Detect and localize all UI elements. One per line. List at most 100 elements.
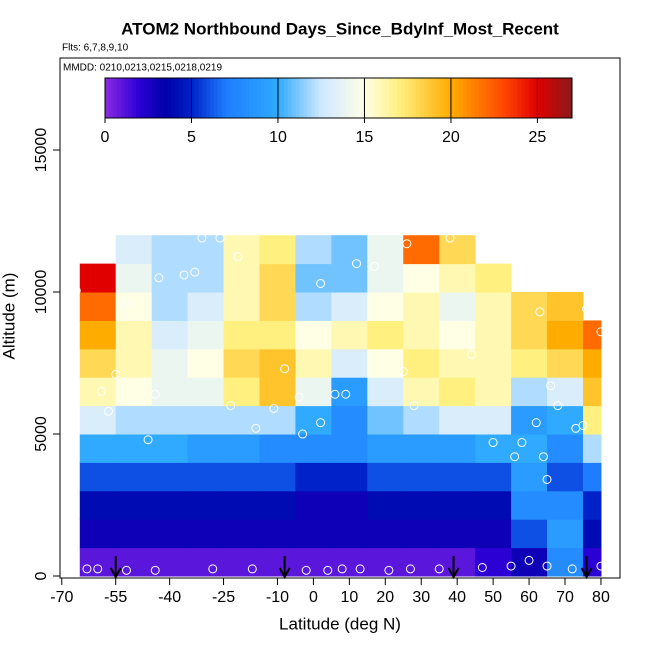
colorbar-swatch (315, 78, 320, 118)
x-tick-label: 50 (484, 589, 502, 606)
colorbar-swatch (451, 78, 456, 118)
colorbar-swatch (420, 78, 425, 118)
sample-point (467, 349, 477, 359)
x-tick-label: -55 (104, 589, 127, 606)
heat-cell (547, 547, 584, 577)
heat-cell (259, 462, 296, 492)
y-tick-label: 0 (33, 571, 50, 580)
colorbar-swatch (213, 78, 219, 118)
heat-cell (547, 348, 584, 378)
colorbar: 0 5 10 15 20 25 (101, 77, 573, 146)
heat-cell (187, 348, 225, 378)
colorbar-swatch (474, 78, 480, 118)
arrow-head (447, 567, 460, 580)
colorbar-tick-label: 5 (187, 129, 196, 146)
heat-cell (295, 519, 332, 549)
colorbar-swatch (431, 78, 437, 118)
heat-cell (511, 348, 548, 378)
colorbar-swatch (206, 78, 211, 118)
sample-point (398, 367, 408, 377)
colorbar-swatch (439, 78, 445, 118)
heat-cell (367, 292, 404, 321)
sample-point (445, 233, 455, 243)
heat-cell (331, 462, 368, 492)
colorbar-swatch (264, 78, 269, 118)
sample-point (567, 564, 577, 574)
sample-point (233, 252, 243, 262)
heat-cell (79, 348, 117, 378)
colorbar-swatch (568, 78, 573, 118)
sample-point (269, 403, 279, 413)
colorbar-swatch (482, 78, 487, 118)
colorbar-swatch (389, 78, 394, 118)
heat-cell (295, 235, 332, 265)
sample-point (542, 561, 552, 571)
profile-arrow (580, 556, 593, 580)
sample-point (154, 273, 164, 283)
heat-cell (295, 547, 332, 577)
heat-cell (331, 519, 368, 549)
colorbar-swatch (346, 78, 351, 118)
colorbar-swatch (342, 78, 347, 118)
heat-cell (259, 235, 296, 265)
heat-cell (511, 292, 548, 321)
heat-cell (79, 434, 117, 463)
x-tick-label: 60 (520, 589, 538, 606)
heat-cell (259, 490, 296, 520)
heat-cell (331, 547, 368, 577)
colorbar-swatch (248, 78, 254, 118)
colorbar-swatch (272, 78, 277, 118)
colorbar-swatch (369, 78, 375, 118)
colorbar-swatch (268, 78, 273, 118)
colorbar-swatch (151, 78, 157, 118)
heat-cell (259, 434, 296, 463)
heat-cell (187, 405, 225, 435)
colorbar-swatch (178, 78, 184, 118)
colorbar-swatch (334, 78, 339, 118)
heat-cell (439, 405, 476, 435)
colorbar-swatch (120, 78, 125, 118)
colorbar-swatch (400, 78, 406, 118)
x-tick-label: 0 (309, 589, 318, 606)
sample-point (355, 564, 365, 574)
heat-cell (511, 490, 548, 520)
heat-cell (475, 519, 512, 549)
heat-cell (403, 348, 440, 378)
colorbar-swatch (501, 78, 507, 118)
sample-point (524, 555, 534, 565)
heat-cell (259, 377, 296, 407)
sample-point (150, 389, 160, 399)
colorbar-swatch (517, 78, 522, 118)
x-tick-label: -25 (212, 589, 235, 606)
heat-cell (511, 434, 548, 463)
heat-cell (115, 377, 153, 407)
sample-point (337, 564, 347, 574)
colorbar-swatch (338, 78, 343, 118)
colorbar-swatch (140, 78, 145, 118)
colorbar-swatch (548, 78, 554, 118)
heat-cell (331, 320, 368, 350)
colorbar-swatch (229, 78, 234, 118)
heat-cell (439, 377, 476, 407)
colorbar-swatch (311, 78, 316, 118)
colorbar-swatch (412, 78, 417, 118)
heat-cell (367, 405, 404, 435)
heat-cell (547, 377, 584, 407)
heat-cell (223, 462, 260, 492)
colorbar-swatch (132, 78, 137, 118)
colorbar-swatch (182, 78, 188, 118)
subtitle: Flts: 6,7,8,9,10 (62, 43, 129, 54)
sample-point (553, 401, 563, 411)
sample-point (96, 386, 106, 396)
sample-point (294, 392, 304, 402)
colorbar-swatch (256, 78, 262, 118)
colorbar-swatch (299, 78, 304, 118)
colorbar-swatch (202, 78, 207, 118)
heat-cell (439, 263, 476, 293)
heat-cell (79, 320, 117, 350)
colorbar-swatch (210, 78, 215, 118)
heat-cell (331, 377, 368, 407)
heat-cell (439, 348, 476, 378)
colorbar-swatch (217, 78, 223, 118)
heat-cell (151, 490, 189, 520)
